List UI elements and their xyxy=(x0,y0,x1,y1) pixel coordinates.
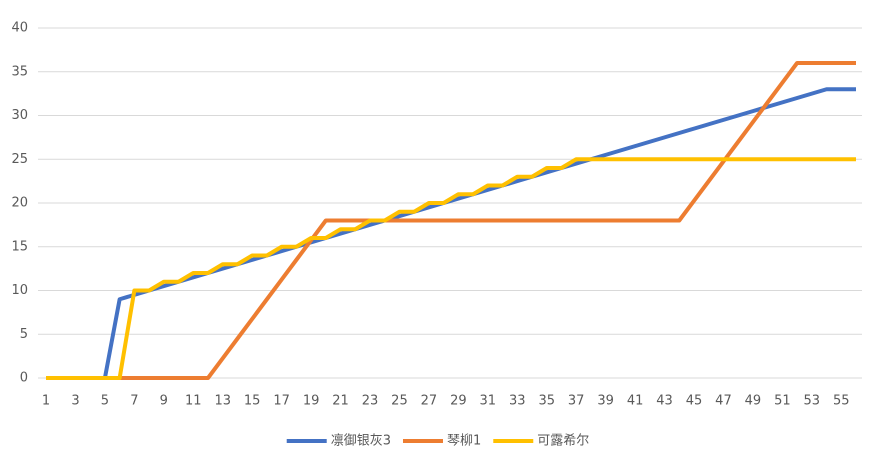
y-tick-label: 10 xyxy=(11,283,28,298)
series-line xyxy=(46,61,856,380)
x-tick-label: 39 xyxy=(597,394,614,409)
x-tick-label: 47 xyxy=(715,394,732,409)
x-tick-label: 29 xyxy=(450,394,467,409)
x-tick-label: 1 xyxy=(42,394,50,409)
x-tick-label: 11 xyxy=(185,394,202,409)
x-tick-label: 25 xyxy=(391,394,408,409)
y-tick-label: 30 xyxy=(11,108,28,123)
x-tick-label: 37 xyxy=(568,394,585,409)
x-tick-label: 55 xyxy=(833,394,850,409)
x-tick-label: 43 xyxy=(656,394,673,409)
legend-label: 琴柳1 xyxy=(447,434,481,449)
x-tick-label: 45 xyxy=(686,394,703,409)
x-tick-label: 3 xyxy=(71,394,79,409)
y-tick-label: 0 xyxy=(20,371,28,386)
x-tick-label: 7 xyxy=(130,394,138,409)
y-tick-label: 25 xyxy=(11,152,28,167)
legend-label: 可露希尔 xyxy=(537,434,589,449)
x-tick-label: 35 xyxy=(538,394,555,409)
y-tick-label: 15 xyxy=(11,239,28,254)
y-tick-label: 40 xyxy=(11,21,28,36)
y-tick-label: 20 xyxy=(11,196,28,211)
x-tick-label: 21 xyxy=(332,394,349,409)
y-tick-label: 35 xyxy=(11,64,28,79)
x-tick-label: 9 xyxy=(160,394,168,409)
x-tick-label: 23 xyxy=(362,394,379,409)
x-tick-label: 27 xyxy=(421,394,438,409)
x-tick-label: 33 xyxy=(509,394,526,409)
x-tick-label: 13 xyxy=(214,394,231,409)
x-tick-label: 41 xyxy=(627,394,644,409)
x-tick-label: 51 xyxy=(774,394,791,409)
x-tick-label: 15 xyxy=(244,394,261,409)
x-tick-label: 5 xyxy=(101,394,109,409)
x-tick-label: 17 xyxy=(273,394,290,409)
y-tick-label: 5 xyxy=(20,327,28,342)
x-tick-label: 53 xyxy=(804,394,821,409)
x-tick-label: 31 xyxy=(480,394,497,409)
x-tick-label: 49 xyxy=(745,394,762,409)
series-line xyxy=(46,157,856,380)
x-tick-label: 19 xyxy=(303,394,320,409)
legend-label: 凛御银灰3 xyxy=(331,433,391,449)
